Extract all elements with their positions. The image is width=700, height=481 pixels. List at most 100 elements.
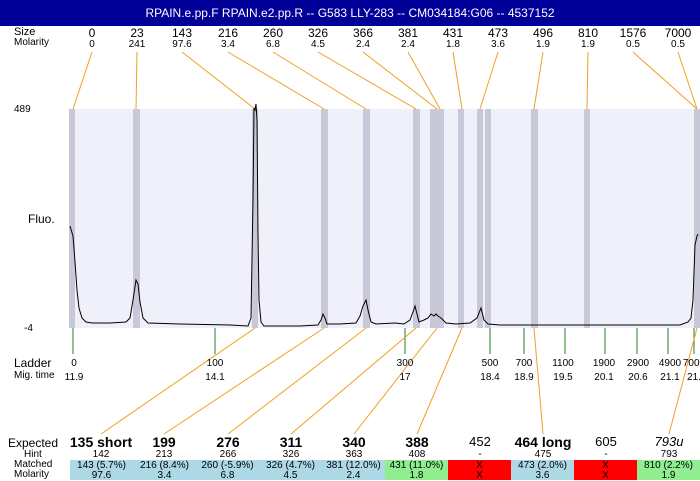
title-bar: RPAIN.e.pp.F RPAIN.e2.pp.R -- G583 LLY-2… [0, 0, 700, 26]
hint-value: - [478, 449, 482, 460]
peak-band [363, 109, 370, 328]
peak-top-connectors [72, 51, 698, 110]
ladder-label: Ladder [14, 356, 52, 370]
matched-cell: 260 (-5.9%) 6.8 [196, 460, 259, 481]
peak-molarity: 0.5 [626, 39, 640, 50]
hint-value: 142 [92, 449, 110, 460]
expected-connector [668, 327, 698, 435]
peak-band [694, 109, 700, 328]
expected-connector [533, 327, 544, 435]
ladder-size: 7000 [682, 358, 700, 369]
ladder-mig-time: 20.6 [628, 372, 648, 383]
peak-molarity: 0.5 [671, 39, 685, 50]
peak-molarity: 2.4 [401, 39, 415, 50]
ladder-mig-time: 20.1 [594, 372, 614, 383]
ladder-size: 4900 [658, 358, 682, 369]
run-title: RPAIN.e.pp.F RPAIN.e2.pp.R -- G583 LLY-2… [145, 6, 555, 20]
peak-size: 810 [577, 26, 599, 40]
matched-value: X [602, 460, 609, 471]
peak-band [133, 109, 140, 328]
ladder-mig-time: 11.9 [64, 372, 84, 383]
ladder-connectors [72, 328, 695, 354]
peak-molarity: 6.8 [266, 39, 280, 50]
peak-connector [586, 51, 589, 110]
peak-molarity: 3.4 [221, 39, 235, 50]
fluorescence-trace [69, 103, 699, 327]
expected-connector [100, 327, 256, 435]
expected-size: 388 [405, 434, 429, 450]
matched-value: 260 (-5.9%) [201, 460, 254, 471]
peak-connector [362, 51, 438, 110]
expected-size: 276 [216, 434, 240, 450]
matched-value: 143 (5.7%) [77, 460, 126, 471]
peak-connector [677, 51, 698, 110]
peak-band [584, 109, 590, 328]
peak-molarity: 97.6 [172, 39, 192, 50]
peak-band [485, 109, 491, 328]
expected-connector [227, 327, 367, 435]
peak-connector [272, 51, 367, 110]
matched-cell: 326 (4.7%) 4.5 [259, 460, 322, 481]
matched-value: X [476, 460, 483, 471]
matched-molarity: 3.6 [535, 470, 550, 481]
peak-molarity: 1.9 [581, 39, 595, 50]
peak-size: 496 [532, 26, 554, 40]
ladder-size: 0 [71, 358, 77, 369]
peak-size: 7000 [664, 26, 692, 40]
hint-value: 326 [282, 449, 300, 460]
matched-label: Matched [14, 459, 53, 470]
peak-size: 326 [307, 26, 329, 40]
hint-value: 213 [155, 449, 173, 460]
expected-connector [290, 327, 417, 435]
peak-size: 143 [171, 26, 193, 40]
ladder-mig-time: 21. [687, 372, 700, 383]
peak-band [413, 109, 420, 328]
matched-cell: 473 (2.0%) 3.6 [511, 460, 574, 481]
peak-band [252, 109, 258, 328]
peak-molarity: 1.9 [536, 39, 550, 50]
expected-size: 135 short [69, 434, 133, 450]
y-min-label: -4 [24, 323, 33, 334]
peak-connector [632, 51, 698, 110]
expected-connector [163, 327, 325, 435]
y-max-label: 489 [14, 104, 31, 115]
peak-band [477, 109, 483, 328]
molarity-row-label: Molarity [14, 37, 50, 48]
peak-molarity: 0 [89, 39, 95, 50]
expected-label: Expected [8, 436, 59, 450]
peak-band [69, 109, 75, 328]
matched-cell: 431 (11.0%) 1.8 [385, 460, 448, 481]
plot-area [70, 109, 698, 328]
hint-value: 793 [660, 449, 678, 460]
peak-band [321, 109, 328, 328]
expected-size: 199 [152, 434, 176, 450]
matched-molarity: 1.8 [409, 470, 424, 481]
matched-value: 216 (8.4%) [140, 460, 189, 471]
ladder-size: 500 [481, 358, 499, 369]
expected-size: 605 [595, 434, 617, 449]
peak-connector [479, 51, 499, 110]
peak-size: 23 [130, 26, 144, 40]
hint-value: 363 [345, 449, 363, 460]
peak-molarity: 4.5 [311, 39, 325, 50]
expected-size: 340 [342, 434, 366, 450]
expected-connectors [100, 327, 698, 435]
ladder-size: 300 [396, 358, 414, 369]
ladder-size: 2900 [626, 358, 650, 369]
peak-molarity: 1.8 [446, 39, 460, 50]
hint-value: 266 [219, 449, 237, 460]
matched-molarity: X [602, 470, 609, 481]
peak-connector [452, 51, 463, 110]
ladder-mig-time: 14.1 [205, 372, 225, 383]
ladder-mig-time: 19.5 [553, 372, 573, 383]
peak-size: 0 [88, 26, 96, 40]
expected-size: 793u [654, 434, 684, 449]
peak-molarity: 241 [128, 39, 146, 50]
peak-size: 366 [352, 26, 374, 40]
matched-molarity: 6.8 [220, 470, 235, 481]
expected-size: 311 [279, 434, 303, 450]
matched-value: 431 (11.0%) [389, 460, 444, 471]
